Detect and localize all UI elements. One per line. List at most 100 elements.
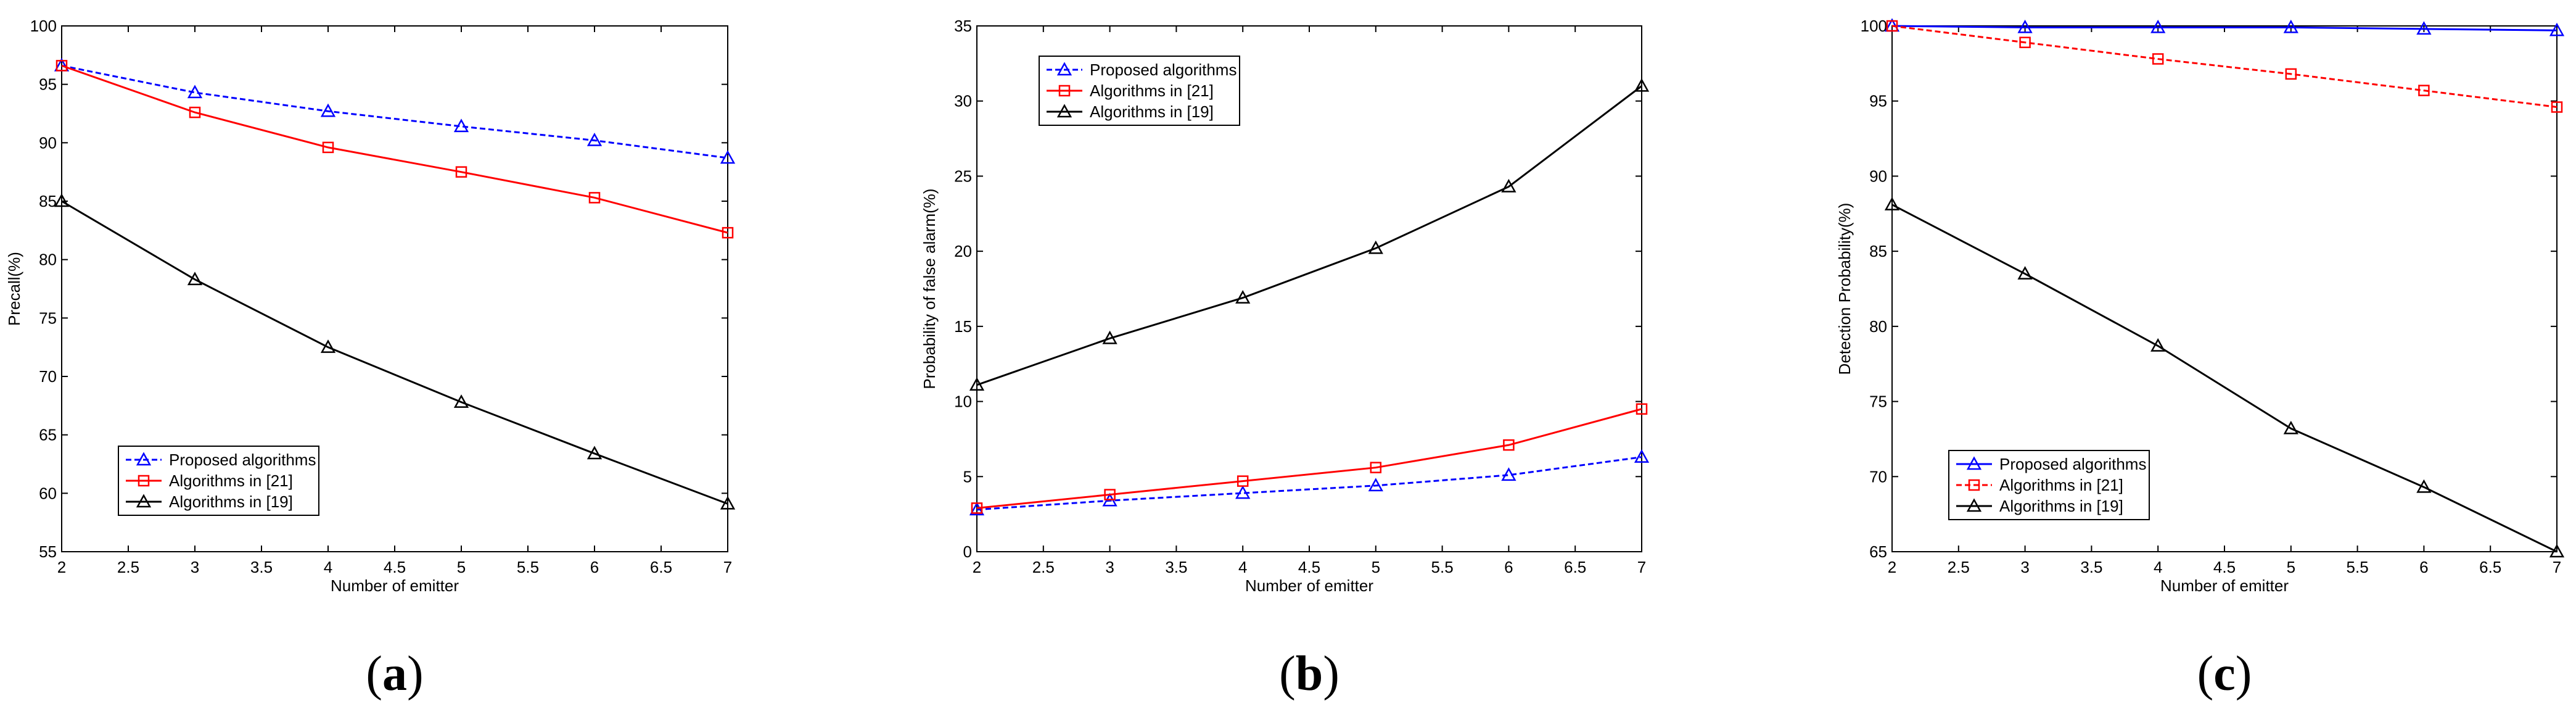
data-point xyxy=(2285,68,2297,80)
data-point xyxy=(586,446,603,460)
y-tick-label: 85 xyxy=(1869,242,1887,260)
x-tick-label: 4.5 xyxy=(2213,558,2236,576)
data-point xyxy=(1501,467,1516,481)
data-point xyxy=(720,150,736,164)
legend-marker xyxy=(1966,456,1982,470)
data-point xyxy=(189,106,201,118)
x-tick-label: 5.5 xyxy=(1431,558,1454,576)
y-tick-label: 10 xyxy=(954,392,972,411)
y-tick-label: 15 xyxy=(954,317,972,336)
data-point xyxy=(2416,479,2432,493)
data-point xyxy=(2549,22,2565,36)
legend-marker xyxy=(136,452,152,466)
x-tick-label: 2 xyxy=(1888,558,1896,576)
panel-label-close: ) xyxy=(2236,647,2252,701)
y-tick-label: 20 xyxy=(954,242,972,260)
x-tick-label: 6.5 xyxy=(650,558,672,576)
x-tick-label: 4 xyxy=(2154,558,2162,576)
data-point xyxy=(1102,330,1117,344)
chart-panel-c: 2 2.5 3 3.5 4 4.5 5 5.5 6 6.5 7 65 70 75 80 85 90 95 100 Nu… xyxy=(1835,17,2565,701)
legend-marker xyxy=(1056,104,1072,118)
x-tick-label: 5 xyxy=(1372,558,1380,576)
x-tick-label: 2 xyxy=(973,558,981,576)
legend: Proposed algorithms Algorithms in [21] Alg… xyxy=(1948,450,2150,520)
panel-label-open: ( xyxy=(366,647,382,701)
data-point xyxy=(2283,420,2298,434)
y-axis-label: Detection Probability(%) xyxy=(1835,203,1854,375)
data-point xyxy=(586,132,603,146)
data-point xyxy=(969,377,985,391)
data-point xyxy=(1634,449,1650,463)
panel-label-open: ( xyxy=(2197,647,2214,701)
data-point xyxy=(187,85,203,99)
x-tick-label: 6 xyxy=(1504,558,1513,576)
x-tick-label: 6.5 xyxy=(1564,558,1586,576)
series-line xyxy=(1891,204,2557,553)
data-point xyxy=(971,502,983,514)
legend-entry: Algorithms in [19] xyxy=(169,492,293,511)
data-point xyxy=(1104,489,1116,500)
data-point xyxy=(2150,338,2166,352)
y-axis-label: Probability of false alarm(%) xyxy=(920,188,939,389)
x-tick-label: 4 xyxy=(324,558,332,576)
x-tick-label: 7 xyxy=(2553,558,2561,576)
y-tick-label: 70 xyxy=(1869,467,1887,486)
y-tick-label: 5 xyxy=(963,467,972,486)
x-tick-label: 7 xyxy=(723,558,732,576)
x-tick-label: 5 xyxy=(2287,558,2295,576)
data-point xyxy=(1235,485,1251,499)
y-tick-label: 90 xyxy=(1869,167,1887,185)
series-2 xyxy=(1886,20,2563,113)
y-tick-label: 0 xyxy=(963,542,972,561)
x-tick-label: 3.5 xyxy=(1165,558,1187,576)
data-point xyxy=(2019,36,2031,49)
x-tick-label: 2 xyxy=(57,558,66,576)
x-tick-label: 3 xyxy=(1105,558,1114,576)
y-tick-label: 100 xyxy=(30,17,57,35)
data-point xyxy=(2152,53,2164,65)
data-point xyxy=(453,118,469,133)
x-tick-label: 2.5 xyxy=(1948,558,1970,576)
y-tick-label: 80 xyxy=(39,251,57,269)
data-point xyxy=(322,141,334,154)
y-tick-label: 70 xyxy=(39,367,57,386)
data-point xyxy=(56,60,68,72)
legend: Proposed algorithms Algorithms in [21] Alg… xyxy=(118,446,319,516)
series-2 xyxy=(971,403,1648,514)
x-axis-label: Number of emitter xyxy=(331,576,459,595)
data-point xyxy=(1370,462,1382,473)
y-tick-label: 65 xyxy=(39,426,57,444)
data-point xyxy=(722,226,734,239)
series-line xyxy=(61,64,728,234)
legend-entry: Proposed algorithms xyxy=(169,450,316,469)
data-point xyxy=(1237,475,1249,487)
legend-entry: Algorithms in [21] xyxy=(1999,476,2123,494)
data-point xyxy=(453,394,469,408)
series-3 xyxy=(969,78,1650,391)
x-tick-label: 5.5 xyxy=(2347,558,2369,576)
series-line xyxy=(61,200,728,505)
x-tick-label: 3.5 xyxy=(250,558,273,576)
data-point xyxy=(1235,290,1251,304)
y-tick-label: 95 xyxy=(39,75,57,94)
series-line xyxy=(1891,25,2557,108)
y-tick-label: 95 xyxy=(1869,92,1887,110)
legend-entry: Algorithms in [19] xyxy=(1999,497,2123,515)
y-tick-label: 60 xyxy=(39,484,57,502)
x-axis-label: Number of emitter xyxy=(1245,576,1373,595)
legend-box xyxy=(118,446,319,516)
chart-panel-b: 2 2.5 3 3.5 4 4.5 5 5.5 6 6.5 7 0 5 10 15 20 25 30 35 Numbe… xyxy=(920,17,1650,701)
series-3 xyxy=(54,193,736,510)
legend: Proposed algorithms Algorithms in [21] Alg… xyxy=(1039,56,1240,126)
y-axis-label: Precall(%) xyxy=(5,252,23,326)
series-2 xyxy=(56,60,734,239)
data-point xyxy=(1368,240,1383,254)
data-point xyxy=(2549,544,2565,558)
data-point xyxy=(2418,85,2430,96)
legend-entry: Proposed algorithms xyxy=(1999,455,2146,473)
panel-label-letter: a xyxy=(382,647,407,701)
y-tick-label: 85 xyxy=(39,192,57,210)
chart-panel-a: 2 2.5 3 3.5 4 4.5 5 5.5 6 6.5 7 55 60 65 70 75 80 85 90 95 1… xyxy=(5,17,736,701)
data-point xyxy=(320,103,336,117)
